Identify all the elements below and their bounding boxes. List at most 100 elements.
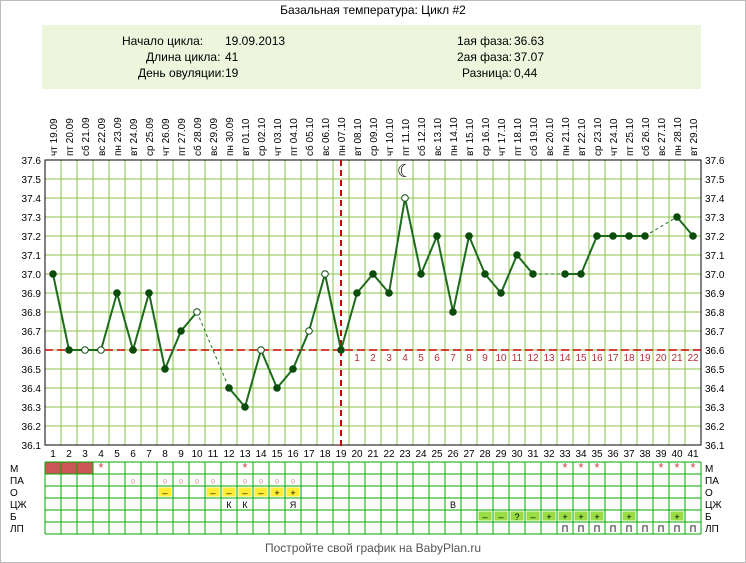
y-tick-label-right: 37.5 xyxy=(705,175,725,186)
weekday-label: ср 23.10 xyxy=(593,117,604,156)
temperature-line xyxy=(324,273,342,351)
footer-link[interactable]: Постройте свой график на BabyPlan.ru xyxy=(264,541,482,555)
temperature-point xyxy=(225,384,233,392)
difference-value: 0,44 xyxy=(514,66,538,80)
cell-mark: – xyxy=(482,512,487,522)
temperature-line xyxy=(52,273,70,351)
weekday-label: сб 12.10 xyxy=(416,117,428,156)
temperature-point xyxy=(513,251,521,259)
temperature-point xyxy=(353,289,361,297)
weekday-label: вт 01.10 xyxy=(241,118,252,156)
marked-cell xyxy=(222,487,236,497)
phase2-value: 37.07 xyxy=(514,50,545,64)
temperature-point-hollow xyxy=(257,346,265,354)
weekday-label: вт 24.09 xyxy=(129,118,140,156)
cell-mark: П xyxy=(562,524,568,534)
y-tick-label-right: 37.3 xyxy=(705,213,725,224)
marked-cell xyxy=(590,511,604,521)
temperature-point xyxy=(161,365,169,373)
day-number-label: 30 xyxy=(511,449,523,460)
day-number-label: 33 xyxy=(559,449,571,460)
y-tick-label-left: 37.3 xyxy=(22,213,42,224)
luteal-day-label: 14 xyxy=(559,353,571,364)
weekday-label: сб 05.10 xyxy=(304,117,316,156)
day-number-label: 24 xyxy=(415,449,427,460)
temperature-point-hollow xyxy=(81,346,89,354)
cell-mark: * xyxy=(690,460,695,475)
luteal-day-label: 10 xyxy=(495,353,507,364)
cycle-length-value: 41 xyxy=(225,50,239,64)
y-tick-label-right: 36.3 xyxy=(705,403,725,414)
y-tick-label-left: 36.5 xyxy=(22,365,42,376)
day-number-label: 8 xyxy=(162,449,168,460)
y-tick-label-left: 36.6 xyxy=(22,346,42,357)
day-number-label: 6 xyxy=(130,449,136,460)
temperature-line xyxy=(100,292,118,351)
cell-mark: ○ xyxy=(290,476,295,486)
y-tick-label-left: 36.4 xyxy=(22,384,42,395)
temperature-line xyxy=(308,273,326,332)
luteal-day-label: 6 xyxy=(434,353,440,364)
day-number-label: 20 xyxy=(351,449,363,460)
weekday-label: вс 22.09 xyxy=(97,118,108,156)
weekday-label: вс 27.10 xyxy=(657,118,668,156)
y-tick-label-left: 37.2 xyxy=(22,232,42,243)
weekday-label: чт 10.10 xyxy=(385,118,396,156)
cell-mark: ? xyxy=(514,512,519,522)
day-number-label: 5 xyxy=(114,449,120,460)
weekday-label: пн 14.10 xyxy=(449,117,460,156)
y-tick-label-right: 37.2 xyxy=(705,232,725,243)
day-number-label: 2 xyxy=(66,449,72,460)
cell-mark: – xyxy=(162,488,167,498)
temperature-line xyxy=(420,235,438,275)
cell-mark: П xyxy=(690,524,696,534)
y-tick-label-left: 37.5 xyxy=(22,175,42,186)
marked-cell xyxy=(158,487,172,497)
cell-mark: + xyxy=(562,512,567,522)
temperature-line xyxy=(228,387,246,408)
cell-mark: + xyxy=(674,512,679,522)
weekday-label: сб 28.09 xyxy=(192,117,204,156)
temperature-point xyxy=(273,384,281,392)
row-label-right: Б xyxy=(705,512,712,523)
temperature-line xyxy=(468,235,486,275)
day-number-label: 37 xyxy=(623,449,635,460)
row-label-left: ЦЖ xyxy=(10,500,27,511)
weekday-label: вс 29.09 xyxy=(209,118,220,156)
y-tick-label-left: 37.4 xyxy=(22,194,42,205)
day-number-label: 13 xyxy=(239,449,251,460)
temperature-line xyxy=(404,197,422,275)
cell-mark: П xyxy=(642,524,648,534)
y-tick-label-left: 36.1 xyxy=(22,441,42,452)
y-tick-label-left: 36.3 xyxy=(22,403,42,414)
row-label-right: О xyxy=(705,488,713,499)
weekday-label: сб 26.10 xyxy=(640,117,652,156)
cell-mark: П xyxy=(610,524,616,534)
marked-cell xyxy=(526,511,540,521)
weekday-label: вт 22.10 xyxy=(577,118,588,156)
temperature-point xyxy=(529,270,537,278)
temperature-point xyxy=(49,270,57,278)
day-number-label: 29 xyxy=(495,449,507,460)
weekday-label: пн 28.10 xyxy=(673,117,684,156)
cell-mark: ○ xyxy=(274,476,279,486)
luteal-day-label: 18 xyxy=(623,353,635,364)
weekday-label: ср 02.10 xyxy=(257,117,268,156)
weekday-label: пт 27.09 xyxy=(177,118,188,156)
marked-cell xyxy=(478,511,492,521)
weekday-label: пт 20.09 xyxy=(65,118,76,156)
cell-mark: П xyxy=(674,524,680,534)
cell-mark: * xyxy=(658,460,663,475)
temperature-point xyxy=(609,232,617,240)
weekday-label: пт 25.10 xyxy=(625,118,636,156)
cell-mark: * xyxy=(578,460,583,475)
temperature-point-hollow xyxy=(401,194,409,202)
temperature-point xyxy=(65,346,73,354)
cell-mark: * xyxy=(98,460,103,475)
day-number-label: 19 xyxy=(335,449,347,460)
weekday-label: пн 07.10 xyxy=(337,117,348,156)
day-number-label: 35 xyxy=(591,449,603,460)
y-tick-label-left: 36.7 xyxy=(22,327,42,338)
temperature-point-hollow xyxy=(193,308,201,316)
